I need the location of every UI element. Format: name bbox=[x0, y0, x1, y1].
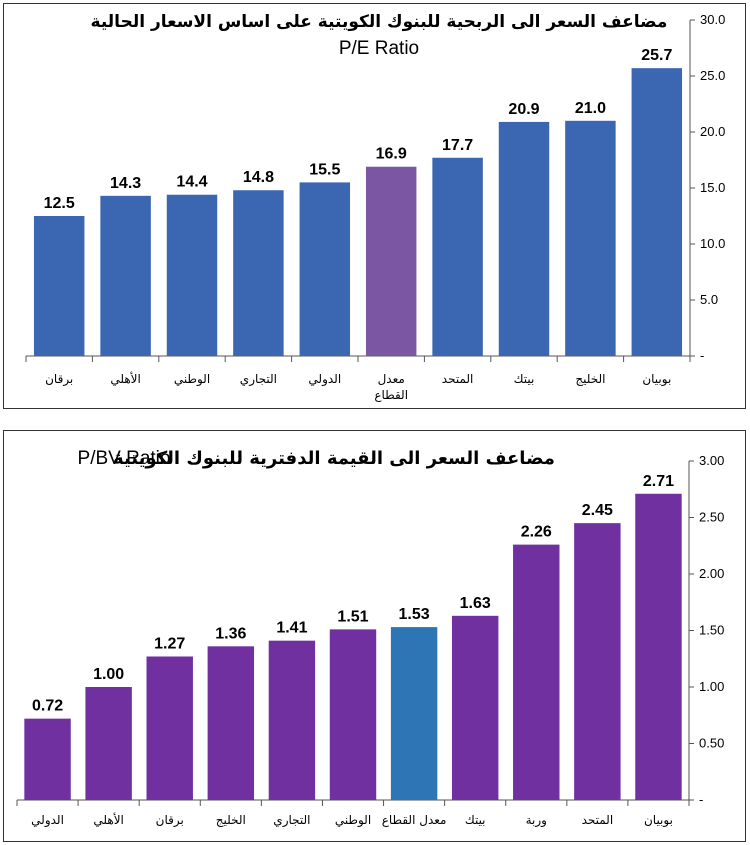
category-label: الدولي bbox=[308, 372, 341, 387]
y-tick-label: 1.00 bbox=[699, 679, 724, 694]
category-label: برقان bbox=[45, 372, 73, 387]
bar bbox=[24, 718, 71, 800]
category-label: المتحد bbox=[582, 813, 614, 827]
bar bbox=[390, 627, 438, 800]
bar-value-label: 21.0 bbox=[575, 100, 606, 117]
bar-value-label: 14.3 bbox=[110, 175, 141, 192]
bar bbox=[166, 194, 218, 356]
category-label: بيتك bbox=[465, 813, 486, 827]
bar-value-label: 15.5 bbox=[309, 161, 340, 178]
category-label: الوطني bbox=[335, 813, 371, 828]
category-label: الدولي bbox=[31, 813, 64, 828]
y-tick-label: 20.0 bbox=[700, 124, 725, 139]
y-tick-label: 10.0 bbox=[700, 236, 725, 251]
bar-value-label: 2.71 bbox=[643, 473, 674, 490]
pe-chart-title: مضاعف السعر الى الربحية للبنوك الكويتية … bbox=[91, 12, 668, 32]
category-label: التجاري bbox=[273, 813, 310, 828]
bar-value-label: 14.8 bbox=[243, 169, 274, 186]
bar bbox=[329, 629, 377, 800]
bar bbox=[631, 68, 683, 356]
y-tick-label: 25.0 bbox=[700, 68, 725, 83]
category-label: وربة bbox=[526, 813, 547, 828]
bar-value-label: 14.4 bbox=[176, 174, 207, 191]
bar bbox=[100, 195, 151, 356]
bar-value-label: 2.45 bbox=[582, 502, 613, 519]
bar bbox=[207, 646, 255, 800]
bar-value-label: 1.27 bbox=[154, 635, 185, 652]
category-label: برقان bbox=[156, 813, 184, 828]
bar-value-label: 1.53 bbox=[399, 606, 430, 623]
bar bbox=[85, 687, 132, 800]
bar-value-label: 20.9 bbox=[508, 101, 539, 118]
category-label: الوطني bbox=[174, 372, 210, 387]
category-label: التجاري bbox=[240, 372, 277, 387]
category-label: معدل القطاع bbox=[374, 372, 408, 402]
bar bbox=[513, 544, 560, 800]
y-tick-label: 30.0 bbox=[700, 12, 725, 27]
bar-value-label: 1.00 bbox=[93, 666, 124, 683]
bar-value-label: 1.63 bbox=[460, 595, 491, 612]
bar bbox=[498, 121, 550, 356]
pbv-chart-subtitle: P/BV Ratio bbox=[78, 448, 171, 469]
bar bbox=[574, 523, 621, 800]
category-label: بيتك bbox=[514, 372, 535, 386]
y-tick-label: 0.50 bbox=[699, 736, 724, 751]
category-label: المتحد bbox=[442, 372, 474, 386]
bar-value-label: 0.72 bbox=[32, 698, 63, 715]
bar-value-label: 17.7 bbox=[442, 137, 473, 154]
category-label: الخليج bbox=[216, 813, 246, 827]
bar bbox=[268, 640, 316, 800]
bar bbox=[565, 120, 616, 356]
bar-value-label: 1.36 bbox=[215, 625, 246, 642]
bar bbox=[299, 182, 351, 356]
bar-value-label: 25.7 bbox=[641, 47, 672, 64]
category-label: الخليج bbox=[575, 372, 605, 386]
pe-ratio-chart-panel: مضاعف السعر الى الربحية للبنوك الكويتية … bbox=[3, 3, 746, 409]
pbv-chart-title: مضاعف السعر الى القيمة الدفترية للبنوك ا… bbox=[113, 448, 555, 469]
y-tick-label: 2.50 bbox=[699, 510, 724, 525]
y-tick-label: 1.50 bbox=[699, 623, 724, 638]
category-label: بوبيان bbox=[644, 813, 673, 828]
bar bbox=[635, 493, 682, 800]
y-tick-label: - bbox=[699, 792, 703, 807]
pbv-ratio-chart: مضاعف السعر الى القيمة الدفترية للبنوك ا… bbox=[16, 448, 724, 828]
pbv-ratio-chart-panel: مضاعف السعر الى القيمة الدفترية للبنوك ا… bbox=[3, 430, 746, 842]
bar bbox=[33, 216, 85, 356]
bar bbox=[451, 615, 499, 800]
pe-chart-subtitle: P/E Ratio bbox=[339, 38, 419, 59]
bar bbox=[432, 157, 483, 356]
y-tick-label: 15.0 bbox=[700, 180, 725, 195]
bar-value-label: 1.51 bbox=[337, 608, 368, 625]
y-tick-label: - bbox=[700, 348, 704, 363]
category-label: الأهلي bbox=[110, 371, 140, 386]
bar-value-label: 1.41 bbox=[276, 620, 307, 637]
pe-ratio-chart: مضاعف السعر الى الربحية للبنوك الكويتية … bbox=[25, 12, 725, 402]
bar bbox=[365, 166, 417, 356]
category-label: الأهلي bbox=[93, 812, 123, 827]
bar-value-label: 12.5 bbox=[44, 195, 75, 212]
bar bbox=[233, 190, 284, 356]
category-label: بوبيان bbox=[642, 372, 671, 387]
bar bbox=[146, 656, 193, 800]
y-tick-label: 2.00 bbox=[699, 566, 724, 581]
category-label: معدل القطاع bbox=[382, 813, 447, 827]
bar-value-label: 2.26 bbox=[521, 524, 552, 541]
bar-value-label: 16.9 bbox=[376, 146, 407, 163]
y-tick-label: 5.0 bbox=[700, 292, 718, 307]
y-tick-label: 3.00 bbox=[699, 453, 724, 468]
